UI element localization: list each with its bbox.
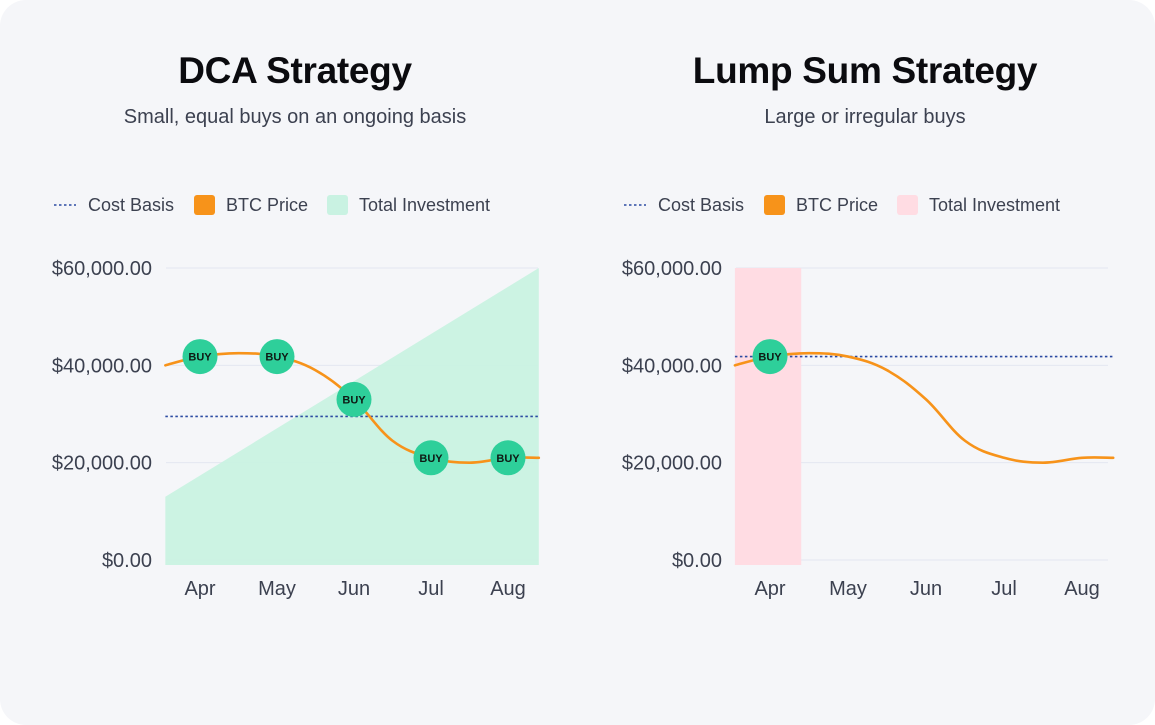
dca-buy-marker-label: BUY bbox=[265, 352, 289, 364]
lumpsum-x-axis: Apr May Jun Jul Aug bbox=[754, 578, 1099, 600]
dca-buy-marker-circle bbox=[413, 440, 449, 476]
lumpsum-legend-label: BTC Price bbox=[796, 195, 878, 215]
lumpsum-x-tick-label: Jun bbox=[910, 578, 942, 600]
dca-buy-marker-label: BUY bbox=[188, 352, 212, 364]
lumpsum-legend-label: Total Investment bbox=[929, 195, 1060, 215]
lumpsum-legend-item: Cost Basis bbox=[624, 195, 744, 215]
lumpsum-legend-swatch bbox=[764, 195, 785, 215]
lumpsum-y-tick-label: $20,000.00 bbox=[622, 453, 722, 475]
dca-y-tick-label: $40,000.00 bbox=[52, 355, 152, 377]
dca-x-tick-label: Jun bbox=[338, 578, 370, 600]
dca-subtitle: Small, equal buys on an ongoing basis bbox=[123, 106, 467, 128]
lumpsum-legend-item: BTC Price bbox=[764, 195, 878, 215]
dca-legend-item: Total Investment bbox=[327, 195, 490, 215]
dca-y-tick-label: $60,000.00 bbox=[52, 258, 152, 280]
lumpsum-btc-price-line bbox=[733, 351, 1115, 464]
dca-legend-item: Cost Basis bbox=[54, 195, 174, 215]
dca-buy-marker-circle bbox=[490, 440, 526, 476]
lumpsum-buy-markers: BUY bbox=[752, 339, 788, 375]
dca-panel: DCA Strategy Small, equal buys on an ong… bbox=[52, 50, 541, 600]
dca-legend-swatch bbox=[327, 195, 348, 215]
lumpsum-y-tick-label: $60,000.00 bbox=[622, 258, 722, 280]
lumpsum-buy-marker: BUY bbox=[752, 339, 788, 375]
dca-title: DCA Strategy bbox=[178, 50, 412, 91]
lumpsum-total-investment-band bbox=[734, 268, 802, 565]
dca-buy-marker-circle bbox=[336, 381, 372, 417]
dca-legend-label: BTC Price bbox=[226, 195, 308, 215]
dca-x-tick-label: May bbox=[258, 578, 296, 600]
dca-buy-marker: BUY bbox=[259, 339, 295, 375]
dca-legend-swatch bbox=[194, 195, 215, 215]
lumpsum-legend-label: Cost Basis bbox=[658, 195, 744, 215]
dca-buy-marker-label: BUY bbox=[342, 394, 366, 406]
dca-x-tick-label: Jul bbox=[418, 578, 444, 600]
lumpsum-legend: Cost Basis BTC Price Total Investment bbox=[624, 195, 1060, 215]
lumpsum-x-tick-label: Jul bbox=[991, 578, 1017, 600]
dca-legend: Cost Basis BTC Price Total Investment bbox=[54, 195, 490, 215]
dca-y-tick-label: $0.00 bbox=[102, 550, 152, 572]
lumpsum-x-tick-label: Aug bbox=[1064, 578, 1100, 600]
dca-buy-marker: BUY bbox=[490, 440, 526, 476]
dca-buy-marker-circle bbox=[259, 339, 295, 375]
dca-buy-markers: BUY BUY BUY BUY BUY bbox=[182, 339, 526, 476]
dca-x-tick-label: Apr bbox=[184, 578, 215, 600]
lumpsum-buy-marker-label: BUY bbox=[758, 352, 782, 364]
dca-buy-marker: BUY bbox=[336, 381, 372, 417]
dca-y-axis: $0.00 $20,000.00 $40,000.00 $60,000.00 bbox=[52, 258, 152, 572]
dca-buy-marker-label: BUY bbox=[496, 453, 520, 465]
dca-chart: $0.00 $20,000.00 $40,000.00 $60,000.00 Apr Ma… bbox=[52, 195, 541, 600]
lumpsum-buy-marker-circle bbox=[752, 339, 788, 375]
lumpsum-y-tick-label: $40,000.00 bbox=[622, 355, 722, 377]
lumpsum-legend-item: Total Investment bbox=[897, 195, 1060, 215]
lumpsum-legend-swatch bbox=[897, 195, 918, 215]
lumpsum-subtitle: Large or irregular buys bbox=[764, 106, 966, 128]
lumpsum-x-tick-label: Apr bbox=[754, 578, 785, 600]
dca-buy-marker-circle bbox=[182, 339, 218, 375]
dca-buy-marker: BUY bbox=[413, 440, 449, 476]
lumpsum-chart: $0.00 $20,000.00 $40,000.00 $60,000.00 Apr Ma… bbox=[622, 195, 1115, 600]
dca-x-tick-label: Aug bbox=[490, 578, 526, 600]
dca-legend-label: Total Investment bbox=[359, 195, 490, 215]
dca-y-tick-label: $20,000.00 bbox=[52, 453, 152, 475]
dca-buy-marker: BUY bbox=[182, 339, 218, 375]
lumpsum-x-tick-label: May bbox=[829, 578, 867, 600]
lumpsum-title: Lump Sum Strategy bbox=[692, 50, 1038, 91]
lumpsum-y-axis: $0.00 $20,000.00 $40,000.00 $60,000.00 bbox=[622, 258, 722, 572]
dca-legend-label: Cost Basis bbox=[88, 195, 174, 215]
dca-buy-marker-label: BUY bbox=[419, 453, 443, 465]
lumpsum-y-tick-label: $0.00 bbox=[672, 550, 722, 572]
lumpsum-panel: Lump Sum Strategy Large or irregular buy… bbox=[570, 0, 1148, 725]
dca-legend-item: BTC Price bbox=[194, 195, 308, 215]
dca-x-axis: Apr May Jun Jul Aug bbox=[184, 578, 525, 600]
